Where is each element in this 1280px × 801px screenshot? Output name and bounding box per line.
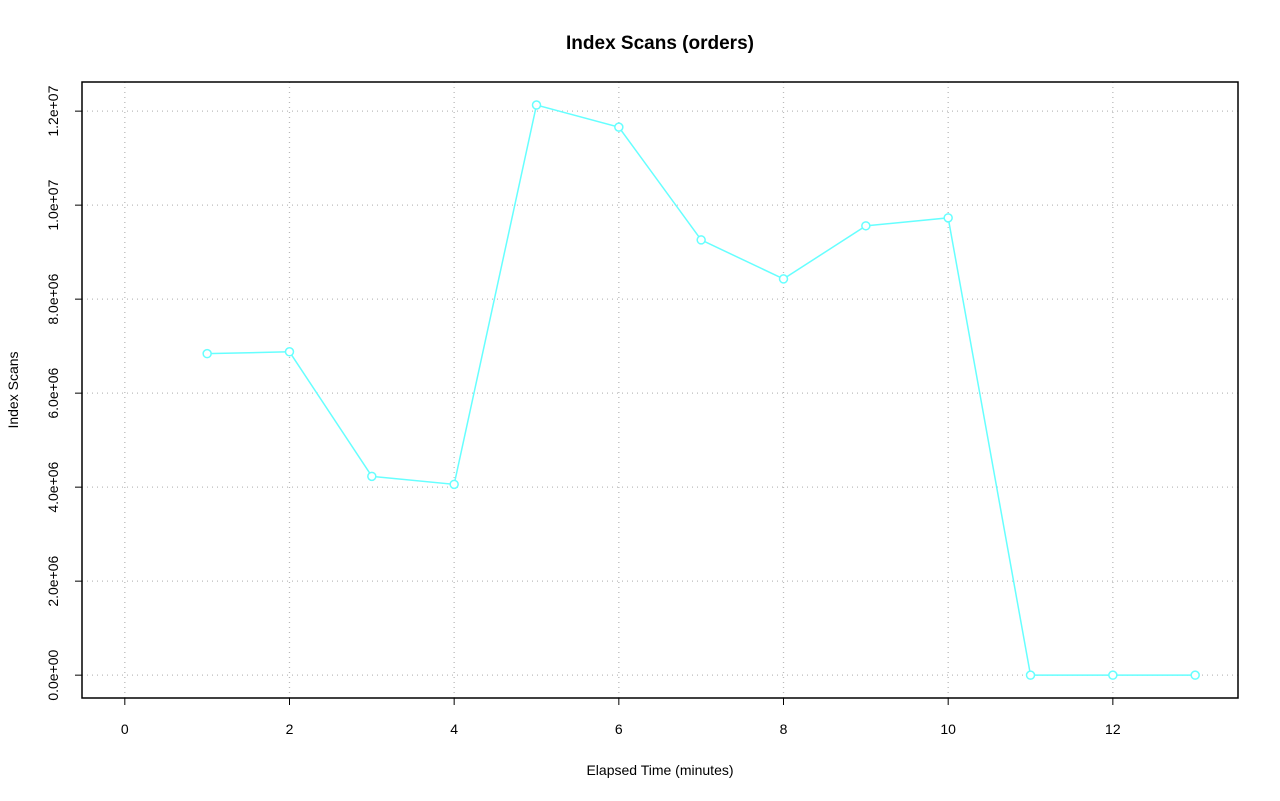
y-tick-label: 6.0e+06 <box>45 367 61 418</box>
data-point <box>449 479 459 490</box>
y-axis-label: Index Scans <box>5 351 21 428</box>
y-tick-label: 1.0e+07 <box>45 179 61 230</box>
x-tick-label: 0 <box>121 721 129 737</box>
data-point <box>1190 670 1200 680</box>
data-point <box>531 100 542 110</box>
x-tick-label: 2 <box>286 721 294 737</box>
data-point <box>202 348 212 359</box>
chart-title: Index Scans (orders) <box>566 33 754 54</box>
data-point <box>284 347 295 357</box>
y-tick-label: 8.0e+06 <box>45 273 61 324</box>
x-tick-label: 10 <box>940 721 956 737</box>
x-tick-label: 4 <box>450 721 458 737</box>
plot-frame <box>81 81 1239 699</box>
data-point <box>943 213 953 223</box>
data-point <box>696 235 706 245</box>
y-tick-label: 0.0e+00 <box>45 649 61 700</box>
data-point <box>614 122 624 132</box>
data-point <box>778 274 789 284</box>
data-point <box>1108 670 1118 680</box>
y-tick-label: 4.0e+06 <box>45 461 61 512</box>
x-axis-label: Elapsed Time (minutes) <box>586 762 733 778</box>
data-point <box>861 221 871 231</box>
y-tick-label: 2.0e+06 <box>45 555 61 606</box>
x-tick-label: 6 <box>615 721 623 737</box>
y-tick-label: 1.2e+07 <box>45 85 61 136</box>
series-line <box>207 104 1196 676</box>
x-tick-label: 8 <box>780 721 788 737</box>
x-tick-label: 12 <box>1105 721 1121 737</box>
data-point <box>367 471 377 482</box>
data-point <box>1025 670 1036 680</box>
